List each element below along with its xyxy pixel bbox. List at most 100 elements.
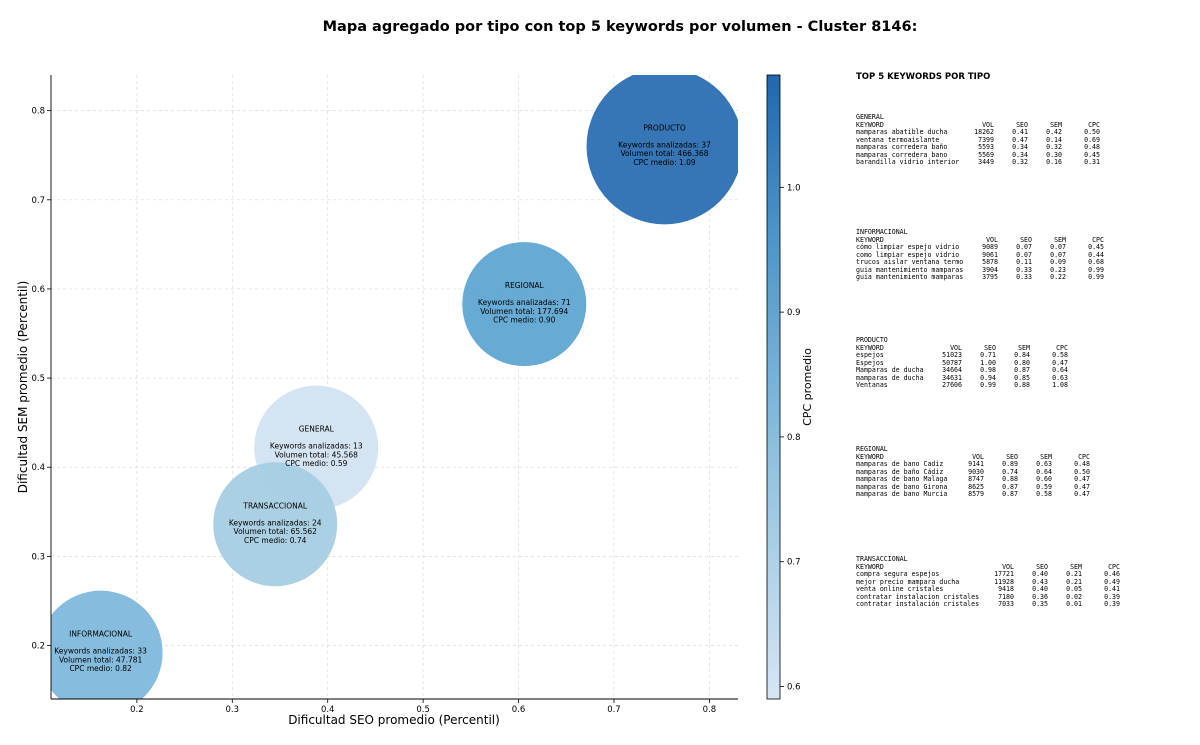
y-tick-label: 0.7 [31,196,45,206]
keyword-group-transaccional: TRANSACCIONAL KEYWORD VOL SEO SEM CPC compra s… [856,555,1120,609]
y-axis-label: Dificultad SEM promedio (Percentil) [16,281,30,494]
keyword-cell: 0.34 [1012,150,1028,159]
keyword-cell: KEYWORD [856,120,884,129]
keyword-cell: 0.47 [1074,482,1090,491]
keyword-cell: 0.41 [1012,128,1028,136]
keyword-cell: SEM [1018,343,1030,352]
keyword-cell: 0.47 [1052,358,1068,367]
keyword-row: trucos aislar ventana termo 5878 0.11 0.09 0… [856,258,1104,267]
keyword-cell: 9141 [968,460,984,468]
keyword-cell: SEM [1050,120,1062,129]
keyword-cell: CPC [1056,343,1068,352]
keyword-group-regional: REGIONAL KEYWORD VOL SEO SEM CPC mamparas de b… [856,445,1090,499]
keyword-cell: SEO [1020,235,1032,244]
keyword-cell: 0.84 [1014,351,1030,359]
keyword-cell: 0.98 [980,366,996,374]
keyword-cell: 0.47 [1074,490,1090,498]
colorbar-tick-label: 0.7 [787,558,801,568]
keyword-row: ventana termoaislante 7399 0.47 0.14 0.69 [856,135,1100,145]
keyword-row: mamparas de ducha 34631 0.94 0.85 0.63 [856,373,1068,383]
keyword-cell: 0.41 [1104,585,1120,593]
chart-title: Mapa agregado por tipo con top 5 keyword… [323,19,918,35]
keyword-cell: 0.64 [1036,467,1052,476]
x-tick-label: 0.5 [416,705,430,715]
colorbar-label: CPC promedio [801,348,814,426]
keyword-cell: 8625 [968,482,984,491]
keyword-cell: SEO [984,343,996,352]
keyword-cell: mamparas de bano Girona [856,482,948,491]
bubble-regional [462,242,587,367]
keyword-cell: cómo limpiar espejo vidrio [856,243,960,251]
bubble-stat: Keywords analizadas: 71 [478,298,571,307]
keyword-table-header: KEYWORD VOL SEO SEM CPC [856,452,1090,462]
keyword-cell: 7180 [998,592,1014,601]
keyword-row: mamparas de bano Girona 8625 0.87 0.59 0.47 [856,482,1090,492]
keyword-cell: 34631 [942,373,962,382]
keyword-cell: 5593 [978,143,994,151]
keyword-cell: 0.32 [1046,143,1062,151]
keyword-cell: 9089 [982,243,998,251]
colorbar-tick-label: 0.9 [787,308,801,318]
keyword-cell: 0.32 [1012,158,1028,166]
keyword-cell: 0.48 [1074,460,1090,468]
keyword-cell: 0.39 [1104,600,1120,608]
keyword-cell: mamparas de bano Malaga [856,475,948,483]
x-tick-label: 0.6 [512,705,526,715]
keyword-cell: VOL [950,343,962,352]
keyword-cell: mamparas de baño Cádiz [856,467,944,476]
keyword-cell: 0.50 [1084,128,1100,136]
keyword-group-informacional: INFORMACIONAL KEYWORD VOL SEO SEM CPC cómo lim… [856,228,1104,282]
keyword-cell: 0.43 [1032,577,1048,586]
keyword-cell: 5878 [982,258,998,266]
keyword-group-name: REGIONAL [856,445,888,453]
bubble-stat: Volumen total: 65.562 [234,527,318,536]
x-tick-label: 0.4 [321,705,335,715]
keyword-cell: 7033 [998,600,1014,608]
keyword-cell: 0.60 [1036,475,1052,483]
keyword-cell: Mamparas de ducha [856,366,924,374]
keyword-cell: 0.80 [1014,358,1030,367]
bubble-stat: Keywords analizadas: 37 [618,140,711,149]
keyword-row: mamparas abatible ducha 18262 0.41 0.42 0.50 [856,128,1100,137]
keyword-cell: 0.16 [1046,158,1062,166]
keyword-row: Ventanas 27606 0.99 0.88 1.08 [856,381,1068,390]
keyword-cell: SEO [1016,120,1028,129]
bubble-stat: CPC medio: 0.74 [244,536,307,545]
keyword-cell: 17721 [994,570,1014,578]
keyword-cell: 0.89 [1002,460,1018,468]
keyword-cell: CPC [1078,452,1090,461]
keyword-cell: 0.14 [1046,135,1062,144]
keyword-cell: 0.07 [1050,243,1066,251]
keyword-row: mamparas de bano Murcia 8579 0.87 0.58 0.47 [856,490,1090,499]
keyword-cell: guia mantenimiento mamparas [856,265,964,274]
bubble-label: TRANSACCIONAL [242,501,307,510]
keyword-cell: 0.87 [1014,366,1030,374]
keyword-cell: 0.07 [1016,250,1032,259]
keyword-row: barandilla vidrio interior 3449 0.32 0.16 0.… [856,158,1100,167]
keyword-cell: KEYWORD [856,235,884,244]
keyword-row: como limpiar espejo vidrio 9061 0.07 0.07 0.… [856,250,1104,260]
keyword-table-header: KEYWORD VOL SEO SEM CPC [856,120,1100,130]
keyword-cell: VOL [1002,562,1014,571]
keyword-cell: 0.21 [1066,570,1082,578]
y-tick-label: 0.8 [31,107,45,117]
keyword-cell: 0.40 [1032,570,1048,578]
keyword-cell: 0.40 [1032,585,1048,593]
colorbar: 0.6 0.7 0.8 0.9 1.0 [766,74,801,700]
keyword-cell: 0.59 [1036,482,1052,491]
keyword-cell: 11928 [994,577,1014,586]
keyword-group-general: GENERAL KEYWORD VOL SEO SEM CPC mamparas abati… [856,113,1100,167]
bubble-producto [586,75,738,225]
keyword-cell: 0.64 [1052,366,1068,374]
keyword-cell: 0.09 [1050,258,1066,266]
keyword-group-producto: PRODUCTO KEYWORD VOL SEO SEM CPC espejos 51023 0… [856,336,1068,390]
bubble-transaccional [213,462,338,587]
keyword-cell: 3904 [982,265,998,274]
keyword-cell: 9030 [968,467,984,476]
keyword-cell: 0.02 [1066,592,1082,601]
bubble-stat: Keywords analizadas: 13 [270,442,363,451]
y-tick-label: 0.4 [31,463,45,473]
keyword-row: cómo limpiar espejo vidrio 9089 0.07 0.07 0.… [856,243,1104,252]
